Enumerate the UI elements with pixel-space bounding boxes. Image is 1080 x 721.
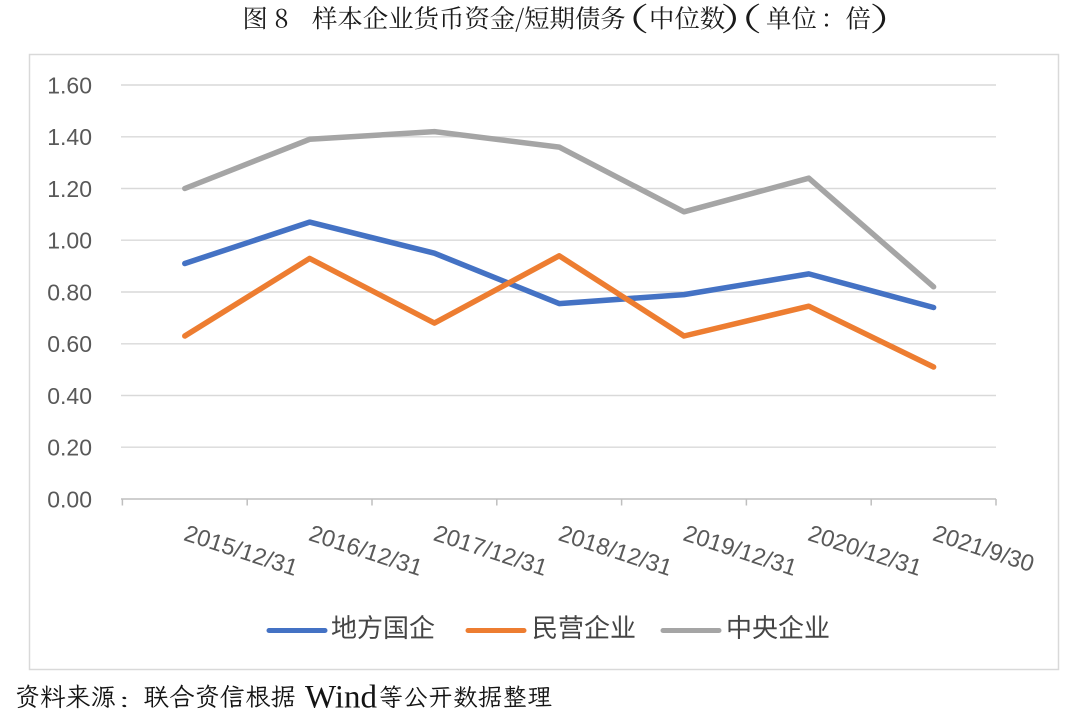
svg-text:0.20: 0.20 — [47, 435, 92, 461]
svg-text:1.20: 1.20 — [47, 176, 92, 202]
svg-text:0.60: 0.60 — [47, 331, 92, 357]
svg-text:1.00: 1.00 — [47, 228, 92, 254]
svg-text:0.80: 0.80 — [47, 279, 92, 305]
svg-text:Wind: Wind — [305, 680, 377, 716]
svg-text:1.40: 1.40 — [47, 124, 92, 150]
svg-text:0.00: 0.00 — [47, 486, 92, 512]
svg-text:1.60: 1.60 — [47, 72, 92, 98]
svg-text:0.40: 0.40 — [47, 383, 92, 409]
